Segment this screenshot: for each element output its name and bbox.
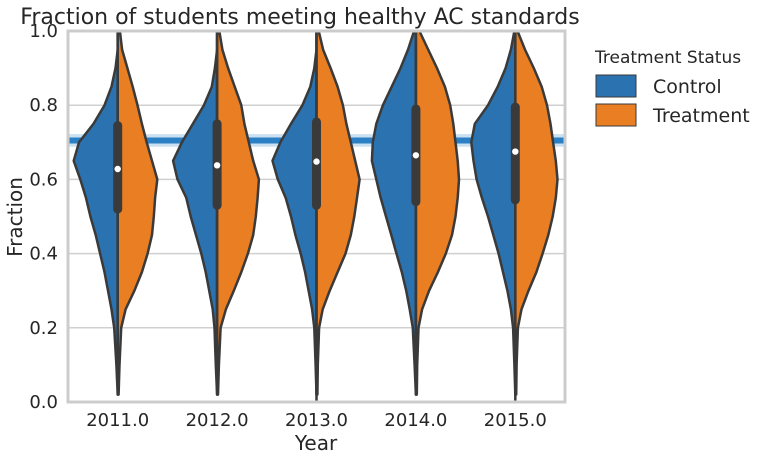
x-tick-label: 2012.0 bbox=[186, 410, 249, 431]
legend-label-control: Control bbox=[653, 76, 722, 98]
plot-frame bbox=[66, 29, 567, 404]
y-tick-label: 1.0 bbox=[29, 21, 58, 42]
x-ticks: 2011.0 2012.0 2013.0 2014.0 2015.0 bbox=[86, 410, 547, 431]
legend-label-treatment: Treatment bbox=[652, 105, 750, 127]
violin-control-2013.0 bbox=[271, 29, 318, 396]
y-ticks: 0.0 0.2 0.4 0.6 0.8 1.0 bbox=[29, 21, 58, 413]
x-axis-label: Year bbox=[294, 431, 338, 455]
x-tick-label: 2011.0 bbox=[86, 410, 149, 431]
violin-treatment-2011.0 bbox=[116, 29, 159, 396]
median-dot-2014.0 bbox=[412, 152, 420, 159]
legend-swatch-control bbox=[595, 74, 637, 98]
chart-title: Fraction of students meeting healthy AC … bbox=[20, 5, 579, 30]
y-tick-label: 0.4 bbox=[29, 244, 58, 265]
violin-control-2014.0 bbox=[370, 29, 418, 396]
legend: Treatment Status Control Treatment bbox=[594, 48, 750, 127]
legend-swatch-treatment bbox=[595, 103, 637, 127]
violin-control-2011.0 bbox=[72, 29, 119, 396]
y-tick-label: 0.0 bbox=[29, 392, 58, 413]
y-tick-label: 0.8 bbox=[29, 95, 58, 116]
x-tick-label: 2014.0 bbox=[384, 410, 447, 431]
x-tick-label: 2013.0 bbox=[285, 410, 348, 431]
median-dot-2011.0 bbox=[114, 165, 121, 173]
violin-control-2012.0 bbox=[171, 29, 219, 396]
legend-title: Treatment Status bbox=[594, 48, 741, 68]
y-tick-label: 0.2 bbox=[29, 318, 58, 339]
box-stats bbox=[113, 31, 520, 402]
violin-treatment-2013.0 bbox=[315, 29, 361, 396]
y-axis-label: Fraction bbox=[3, 177, 27, 257]
violins bbox=[72, 29, 559, 396]
median-dot-2012.0 bbox=[213, 162, 221, 169]
median-dot-2015.0 bbox=[512, 148, 519, 155]
violin-treatment-2015.0 bbox=[514, 29, 559, 396]
y-tick-label: 0.6 bbox=[29, 169, 58, 190]
violin-control-2015.0 bbox=[470, 29, 517, 396]
violin-treatment-2014.0 bbox=[414, 29, 461, 396]
median-dot-2013.0 bbox=[313, 158, 320, 165]
violin-treatment-2012.0 bbox=[215, 29, 261, 396]
x-tick-label: 2015.0 bbox=[484, 410, 547, 431]
